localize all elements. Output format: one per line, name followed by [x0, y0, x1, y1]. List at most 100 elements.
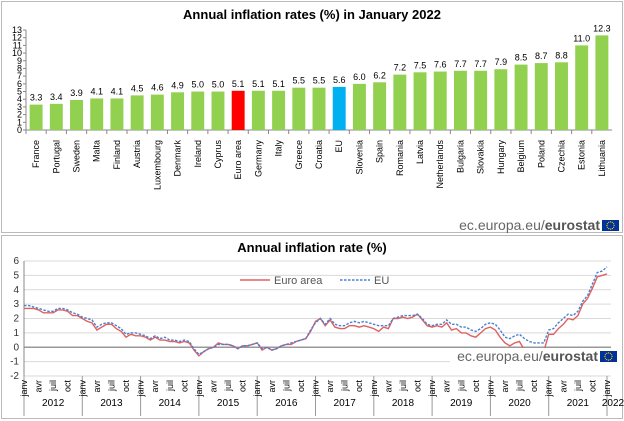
bar-value-label: 8.5: [515, 53, 528, 63]
bar-ireland: [191, 91, 205, 130]
month-label: janv: [602, 380, 612, 398]
y-tick-label: 1: [17, 117, 22, 127]
bar-romania: [393, 74, 407, 130]
bar-czechia: [555, 62, 568, 130]
y-tick-label: 0: [17, 125, 22, 135]
month-label: oct: [63, 380, 73, 393]
month-label: juil: [48, 380, 58, 392]
eu-flag-star: [609, 221, 612, 223]
category-label: Poland: [536, 140, 546, 168]
month-label: oct: [354, 380, 364, 393]
bar-value-label: 5.0: [212, 80, 225, 90]
month-label: janv: [311, 380, 321, 398]
category-label: Latvia: [415, 140, 425, 164]
y-tick-label: 0: [13, 342, 19, 353]
bar-finland: [110, 98, 124, 130]
category-label: Finland: [112, 140, 122, 170]
category-label: EU: [334, 140, 344, 153]
y-tick-label: 8: [17, 63, 22, 73]
eu-flag-icon: [602, 220, 619, 231]
month-label: avr: [92, 380, 102, 393]
series-line-euro-area: [24, 273, 608, 357]
eu-flag-star: [604, 354, 606, 356]
category-label: Greece: [294, 140, 304, 170]
bar-spain: [373, 82, 387, 130]
y-tick-label: 2: [13, 314, 19, 325]
month-label: oct: [413, 380, 423, 393]
month-label: juil: [281, 380, 291, 392]
bar-estonia: [575, 45, 589, 131]
y-tick-label: 11: [13, 40, 22, 50]
year-label: 2012: [42, 398, 65, 409]
eu-flag-star: [611, 357, 613, 359]
month-label: juil: [340, 380, 350, 392]
month-label: janv: [369, 380, 379, 398]
category-label: Romania: [395, 140, 405, 176]
category-label: Italy: [274, 140, 284, 157]
eu-flag-star: [609, 228, 612, 230]
month-label: janv: [136, 380, 146, 398]
year-label: 2022: [602, 398, 624, 409]
category-label: Sweden: [72, 140, 82, 173]
bar-value-label: 7.2: [394, 63, 407, 73]
category-label: Germany: [253, 140, 263, 178]
month-label: oct: [471, 380, 481, 393]
bar-malta: [90, 98, 104, 130]
y-tick-label: 12: [12, 33, 22, 43]
bar-sweden: [70, 100, 83, 130]
bar-value-label: 6.0: [353, 72, 366, 82]
month-label: janv: [544, 380, 554, 398]
y-tick-label: 6: [17, 79, 22, 89]
month-label: juil: [106, 380, 116, 392]
y-tick-label: 4: [17, 94, 22, 104]
bar-portugal: [49, 103, 63, 130]
bar-chart-watermark: ec.europa.eu/eurostat: [459, 217, 600, 233]
eu-flag-star: [611, 221, 613, 223]
bar-denmark: [171, 92, 185, 130]
bar-value-label: 4.1: [111, 86, 124, 96]
eu-flag-star: [609, 352, 611, 354]
month-label: juil: [573, 380, 583, 392]
y-tick-label: 1: [13, 328, 19, 339]
year-label: 2017: [334, 398, 357, 409]
month-label: oct: [238, 380, 248, 393]
y-tick-label: 4: [13, 285, 19, 296]
eu-flag-star: [607, 352, 610, 354]
year-label: 2013: [100, 398, 123, 409]
bar-value-label: 5.5: [313, 76, 326, 86]
year-label: 2016: [275, 398, 298, 409]
bar-latvia: [413, 72, 427, 130]
category-label: Austria: [132, 140, 142, 168]
y-tick-label: 2: [17, 110, 22, 120]
category-label: Bulgaria: [455, 140, 465, 173]
category-label: France: [31, 140, 41, 168]
y-tick-label: 3: [17, 102, 22, 112]
bar-value-label: 11.0: [573, 33, 590, 43]
eu-flag-star: [607, 359, 610, 361]
category-label: Lithuania: [597, 140, 607, 177]
bar-value-label: 5.1: [232, 79, 245, 89]
year-label: 2019: [450, 398, 473, 409]
bar-austria: [130, 95, 144, 130]
bar-value-label: 12.3: [593, 23, 611, 33]
category-label: Estonia: [577, 140, 587, 170]
bar-value-label: 7.6: [434, 60, 447, 70]
bar-belgium: [514, 64, 528, 130]
category-label: Netherlands: [435, 140, 445, 189]
bar-greece: [292, 87, 306, 130]
month-label: janv: [252, 380, 262, 398]
bar-netherlands: [433, 71, 447, 130]
bar-value-label: 3.9: [70, 88, 83, 98]
y-tick-label: 5: [13, 270, 19, 281]
bar-value-label: 5.0: [192, 80, 205, 90]
eu-flag-star: [608, 221, 610, 223]
line-chart-watermark: ec.europa.eu/eurostat: [457, 348, 598, 364]
bar-chart-title: Annual inflation rates (%) in January 20…: [183, 7, 441, 22]
month-label: avr: [208, 380, 218, 393]
bar-value-label: 4.5: [131, 83, 144, 93]
year-label: 2015: [217, 398, 240, 409]
month-label: janv: [77, 380, 87, 398]
eu-flag-star: [604, 355, 606, 358]
series-line-eu: [24, 266, 608, 356]
year-label: 2018: [392, 398, 415, 409]
